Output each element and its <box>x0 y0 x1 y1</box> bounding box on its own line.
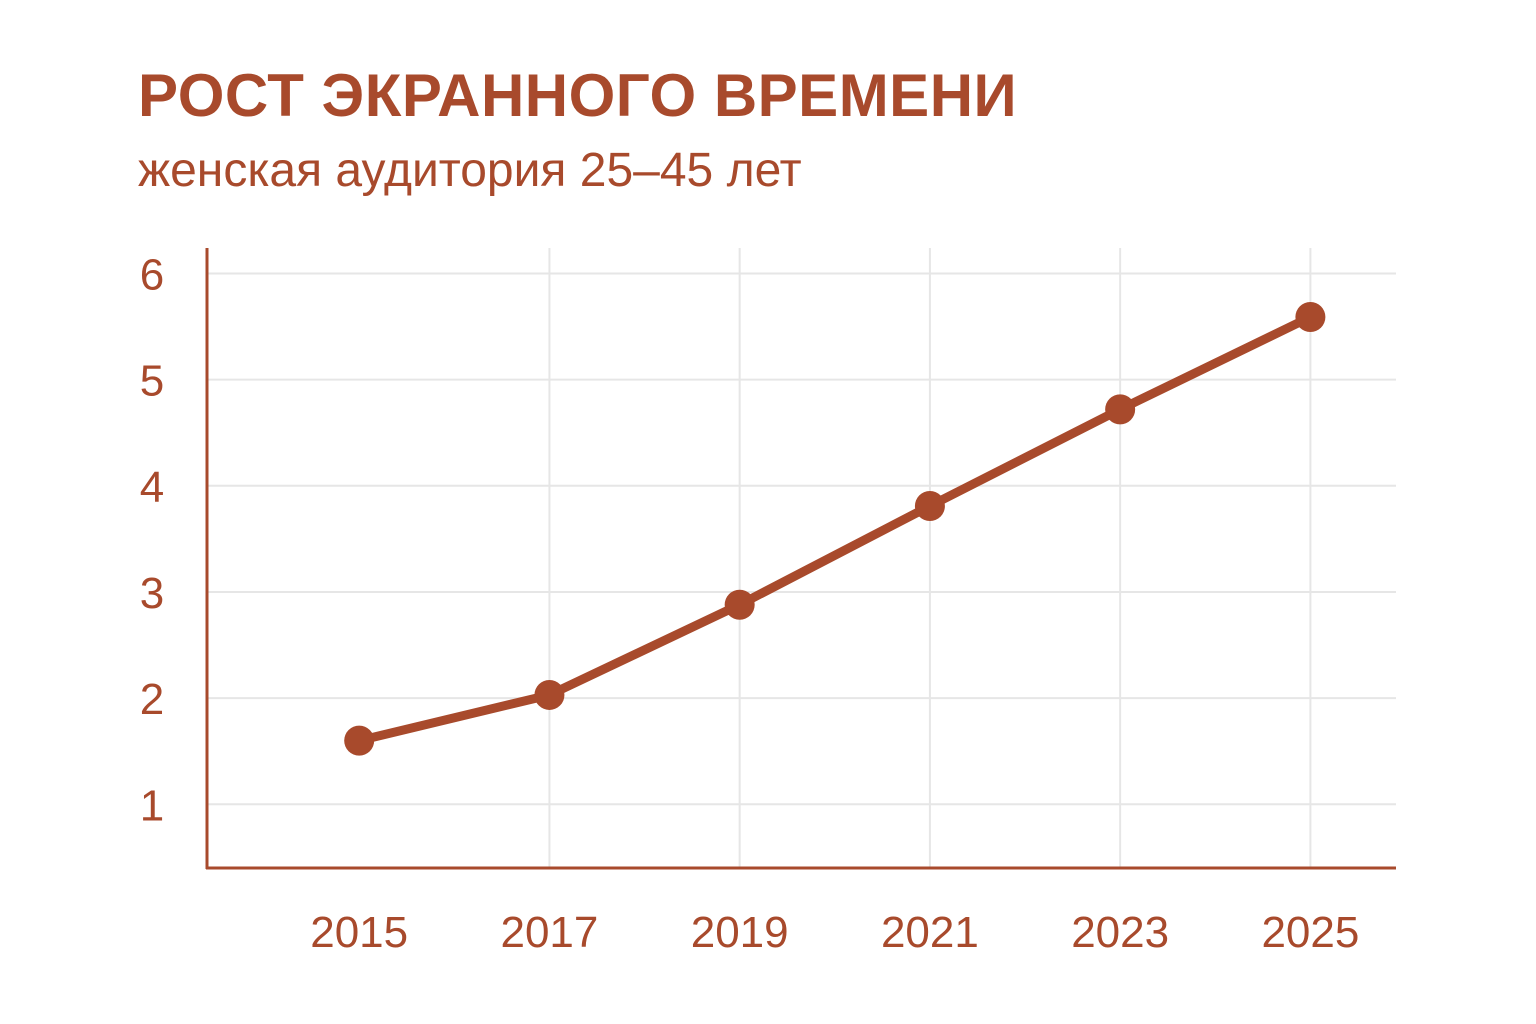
x-tick-label-2017: 2017 <box>500 908 598 957</box>
x-tick-label-2023: 2023 <box>1071 908 1169 957</box>
y-tick-label-5: 5 <box>140 357 164 406</box>
y-tick-label-6: 6 <box>140 250 164 299</box>
data-point-2023 <box>1105 394 1136 425</box>
vertical-gridlines <box>548 248 1312 868</box>
y-tick-labels: 1 2 3 4 5 6 <box>140 250 164 830</box>
series-group <box>344 302 1326 756</box>
x-tick-labels: 2015 2017 2019 2021 2023 2025 <box>310 908 1359 957</box>
x-tick-label-2025: 2025 <box>1261 908 1359 957</box>
x-tick-label-2019: 2019 <box>691 908 789 957</box>
chart-subtitle: женская аудитория 25–45 лет <box>138 144 802 197</box>
chart-title: РОСТ ЭКРАННОГО ВРЕМЕНИ <box>138 62 1018 129</box>
data-point-2017 <box>534 679 565 710</box>
data-point-2019 <box>724 589 755 620</box>
x-tick-label-2021: 2021 <box>881 908 979 957</box>
data-point-2025 <box>1295 302 1326 333</box>
y-tick-label-4: 4 <box>140 463 164 512</box>
y-tick-label-2: 2 <box>140 675 164 724</box>
series-line-0 <box>354 312 1315 746</box>
y-tick-label-3: 3 <box>140 569 164 618</box>
data-point-2015 <box>344 725 375 756</box>
horizontal-gridlines <box>207 272 1396 806</box>
y-tick-label-1: 1 <box>140 781 164 830</box>
data-point-2021 <box>914 490 945 521</box>
x-tick-label-2015: 2015 <box>310 908 408 957</box>
